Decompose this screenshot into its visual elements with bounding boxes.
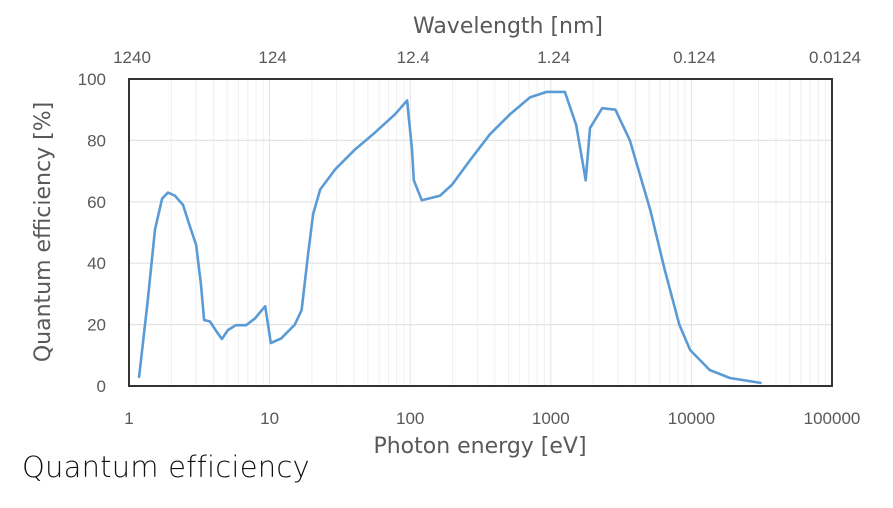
top-tick-label: 0.124 <box>673 48 716 67</box>
y-tick-label: 100 <box>78 70 106 89</box>
figure-caption: Quantum efficiency <box>22 450 310 484</box>
x-axis-title: Photon energy [eV] <box>373 434 586 459</box>
qe-series-line <box>137 90 762 385</box>
y-tick-label: 0 <box>97 377 106 396</box>
y-tick-label: 80 <box>87 131 106 150</box>
x-tick-label: 100 <box>396 409 424 428</box>
y-tick-label: 40 <box>87 254 106 273</box>
x-tick-label: 100000 <box>804 409 861 428</box>
top-tick-label: 1240 <box>113 48 151 67</box>
top-tick-label: 12.4 <box>397 48 430 67</box>
x-tick-label: 1000 <box>532 409 570 428</box>
top-tick-label: 1.24 <box>537 48 570 67</box>
x-axis-tick-labels: 1 10 100 1000 10000 100000 <box>124 409 860 428</box>
x-tick-label: 10 <box>260 409 279 428</box>
x-tick-label: 10000 <box>668 409 715 428</box>
top-axis-tick-labels: 1240 124 12.4 1.24 0.124 0.0124 <box>113 48 861 67</box>
major-gridlines <box>128 78 833 387</box>
top-tick-label: 0.0124 <box>809 48 861 67</box>
y-axis-tick-labels: 0 20 40 60 80 100 <box>78 70 106 396</box>
plot-area-frame <box>128 78 833 387</box>
top-tick-label: 124 <box>258 48 286 67</box>
y-axis-title: Quantum efficiency [%] <box>31 102 56 362</box>
x-tick-label: 1 <box>124 409 133 428</box>
y-tick-label: 60 <box>87 193 106 212</box>
minor-gridlines <box>170 79 827 386</box>
top-axis-title: Wavelength [nm] <box>413 14 603 39</box>
y-tick-label: 20 <box>87 316 106 335</box>
